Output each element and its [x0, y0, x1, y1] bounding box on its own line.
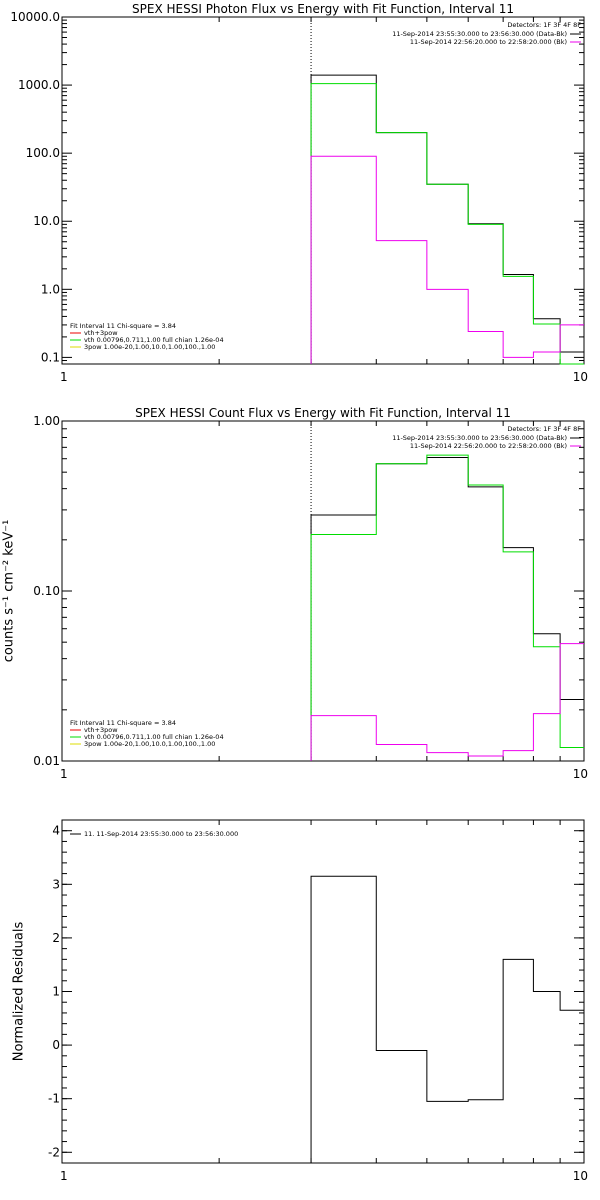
legend-detectors: Detectors: 1F 3F 4F 8F: [507, 21, 581, 29]
legend-detectors: Detectors: 1F 3F 4F 8F: [507, 425, 581, 433]
y-axis-label: Normalized Residuals: [12, 922, 27, 1062]
plot-frame: [61, 16, 585, 365]
data-series-3: [310, 155, 584, 364]
legend-entry-label: 3pow 1.00e-20,1.00,10.0,1.00,100.,1.00: [84, 740, 215, 748]
y-tick-label: 0.01: [33, 754, 60, 768]
y-tick-label: 1.00: [33, 414, 60, 428]
data-series-2: [310, 454, 584, 761]
x-tick-label: 1: [60, 1169, 68, 1183]
y-tick-label: 3: [52, 877, 60, 891]
y-tick-label: 4: [52, 824, 60, 838]
legend-fit-header: Fit Interval 11 Chi-square = 3.84: [70, 719, 176, 727]
chart-panel-1: SPEX HESSI Photon Flux vs Energy with Fi…: [10, 2, 588, 384]
data-series-1: [310, 74, 584, 364]
data-series-3: [310, 643, 584, 761]
chart-panel-3: Normalized Residuals 1 10 -2 -1 0 1 2 3 4 11. 11-S…: [12, 819, 588, 1183]
y-tick-label: -1: [48, 1092, 60, 1106]
x-tick-label: 10: [573, 370, 588, 384]
y-tick-label: 2: [52, 931, 60, 945]
legend-entry-label: 11-Sep-2014 23:55:30.000 to 23:56:30.000…: [392, 434, 567, 442]
legend-entry-label: 11-Sep-2014 22:56:20.000 to 22:58:20.000…: [410, 442, 567, 450]
chart-title: SPEX HESSI Count Flux vs Energy with Fit…: [135, 406, 511, 420]
plot-frame: [61, 819, 585, 1164]
y-axis-label: counts s⁻¹ cm⁻² keV⁻¹: [2, 520, 17, 663]
y-tick-label: 10000.0: [10, 10, 60, 24]
y-tick-label: 1.0: [41, 282, 60, 296]
y-tick-label: 1000.0: [18, 78, 60, 92]
legend-entry-label: 11. 11-Sep-2014 23:55:30.000 to 23:56:30…: [84, 830, 238, 838]
y-tick-label: 0.10: [33, 584, 60, 598]
legend-entry-label: vth 0.00796,0.711,1.00 full chian 1.26e-…: [84, 336, 224, 344]
legend-entry-label: vth+3pow: [84, 329, 118, 337]
x-tick-label: 10: [573, 1169, 588, 1183]
legend-entry-label: 11-Sep-2014 23:55:30.000 to 23:56:30.000…: [392, 30, 567, 38]
legend-entry-label: vth+3pow: [84, 726, 118, 734]
legend-entry-label: vth 0.00796,0.711,1.00 full chian 1.26e-…: [84, 733, 224, 741]
x-tick-label: 1: [60, 370, 68, 384]
data-series-1: [310, 875, 584, 1163]
y-tick-label: 0.1: [41, 350, 60, 364]
y-tick-label: 100.0: [26, 146, 60, 160]
chart-panel-2: SPEX HESSI Count Flux vs Energy with Fit…: [2, 406, 588, 781]
legend-entry-label: 11-Sep-2014 22:56:20.000 to 22:58:20.000…: [410, 38, 567, 46]
y-tick-label: 0: [52, 1038, 60, 1052]
legend-entry-label: 3pow 1.00e-20,1.00,10.0,1.00,100.,1.00: [84, 343, 215, 351]
x-tick-label: 1: [60, 767, 68, 781]
y-tick-label: -2: [48, 1145, 60, 1159]
y-tick-label: 10.0: [33, 214, 60, 228]
legend-fit-header: Fit Interval 11 Chi-square = 3.84: [70, 322, 176, 330]
plot-frame: [61, 420, 585, 762]
data-series-2: [310, 83, 584, 365]
chart-title: SPEX HESSI Photon Flux vs Energy with Fi…: [132, 2, 514, 16]
y-tick-label: 1: [52, 985, 60, 999]
x-tick-label: 10: [573, 767, 588, 781]
